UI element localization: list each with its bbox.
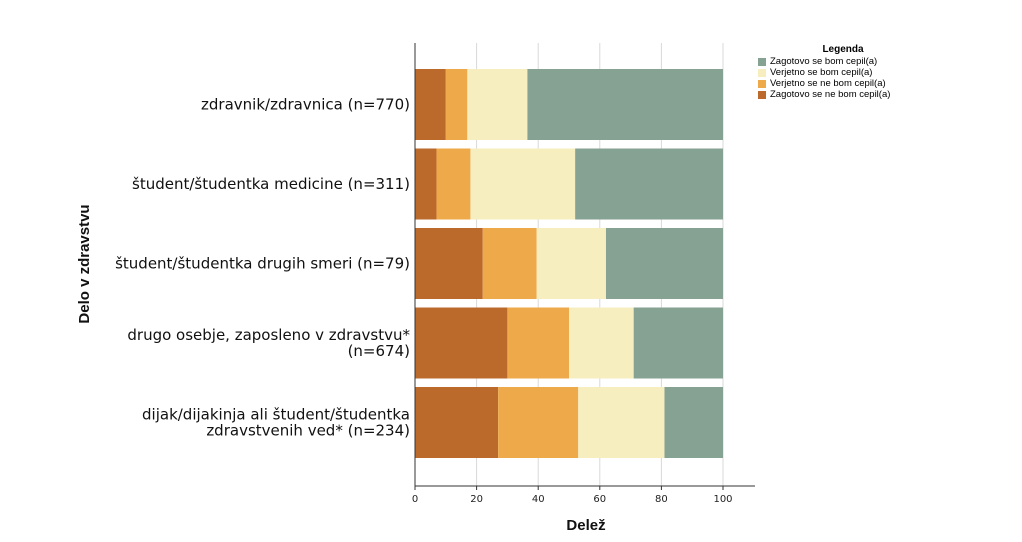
bar-segment: [482, 228, 537, 299]
legend-items: Zagotovo se bom cepil(a) Verjetno se bom …: [758, 56, 928, 100]
legend: Legenda Zagotovo se bom cepil(a) Verjetno…: [758, 44, 928, 100]
bar-segment: [415, 307, 508, 379]
legend-swatch: [758, 68, 766, 77]
category-label-line: zdravstvenih ved* (n=234): [206, 422, 410, 440]
legend-title: Legenda: [822, 44, 864, 55]
x-axis-title: Delež: [566, 517, 605, 534]
bar-segment: [415, 69, 446, 140]
bar-segment: [445, 69, 468, 140]
x-tick-label: 20: [470, 494, 483, 505]
bar-segment: [467, 69, 528, 140]
legend-item: Zagotovo se bom cepil(a): [758, 56, 928, 67]
bar-segment: [415, 148, 437, 220]
legend-label: Zagotovo se bom cepil(a): [770, 56, 878, 67]
bar-segment: [498, 387, 579, 458]
bar-segment: [569, 307, 634, 379]
category-label-line: drugo osebje, zaposleno v zdravstvu*: [127, 326, 410, 344]
category-label-line: (n=674): [348, 342, 410, 360]
category-labels: zdravnik/zdravnica (n=770) študent/študen…: [115, 96, 410, 440]
x-ticks: 0 20 40 60 80 100: [412, 486, 733, 505]
bar-segment: [536, 228, 606, 299]
legend-item: Zagotovo se ne bom cepil(a): [758, 89, 928, 100]
category-label-line: študent/študentka medicine (n=311): [132, 175, 410, 193]
category-label: zdravnik/zdravnica (n=770): [201, 96, 410, 114]
bar-segment: [415, 228, 483, 299]
x-tick-label: 60: [593, 494, 606, 505]
category-label-line: zdravnik/zdravnica (n=770): [201, 96, 410, 114]
bar-segment: [578, 387, 665, 458]
legend-swatch: [758, 90, 766, 99]
bar-segment: [436, 148, 471, 220]
y-axis-title: Delo v zdravstvu: [76, 204, 93, 323]
legend-swatch: [758, 79, 766, 88]
legend-label: Verjetno se ne bom cepil(a): [770, 78, 886, 89]
bar-segment: [415, 387, 499, 458]
x-tick-label: 100: [713, 494, 732, 505]
category-label: dijak/dijakinja ali študent/študentka zdr…: [142, 406, 410, 440]
legend-item: Verjetno se bom cepil(a): [758, 67, 928, 78]
legend-item: Verjetno se ne bom cepil(a): [758, 78, 928, 89]
category-label: drugo osebje, zaposleno v zdravstvu* (n=6…: [127, 326, 410, 360]
category-label-line: študent/študentka drugih smeri (n=79): [115, 255, 410, 273]
x-tick-label: 80: [655, 494, 668, 505]
bar-segment: [633, 307, 723, 379]
legend-label: Verjetno se bom cepil(a): [770, 67, 873, 78]
bar-segment: [575, 148, 723, 220]
x-tick-label: 40: [532, 494, 545, 505]
bar-segment: [507, 307, 569, 379]
bar-segment: [664, 387, 723, 458]
legend-label: Zagotovo se ne bom cepil(a): [770, 89, 891, 100]
bars: [415, 69, 723, 458]
category-label: študent/študentka medicine (n=311): [132, 175, 410, 193]
bar-segment: [470, 148, 576, 220]
bar-segment: [527, 69, 723, 140]
bar-segment: [605, 228, 723, 299]
legend-swatch: [758, 57, 766, 66]
axes: [414, 43, 755, 487]
category-label-line: dijak/dijakinja ali študent/študentka: [142, 406, 410, 424]
category-label: študent/študentka drugih smeri (n=79): [115, 255, 410, 273]
x-tick-label: 0: [412, 494, 418, 505]
